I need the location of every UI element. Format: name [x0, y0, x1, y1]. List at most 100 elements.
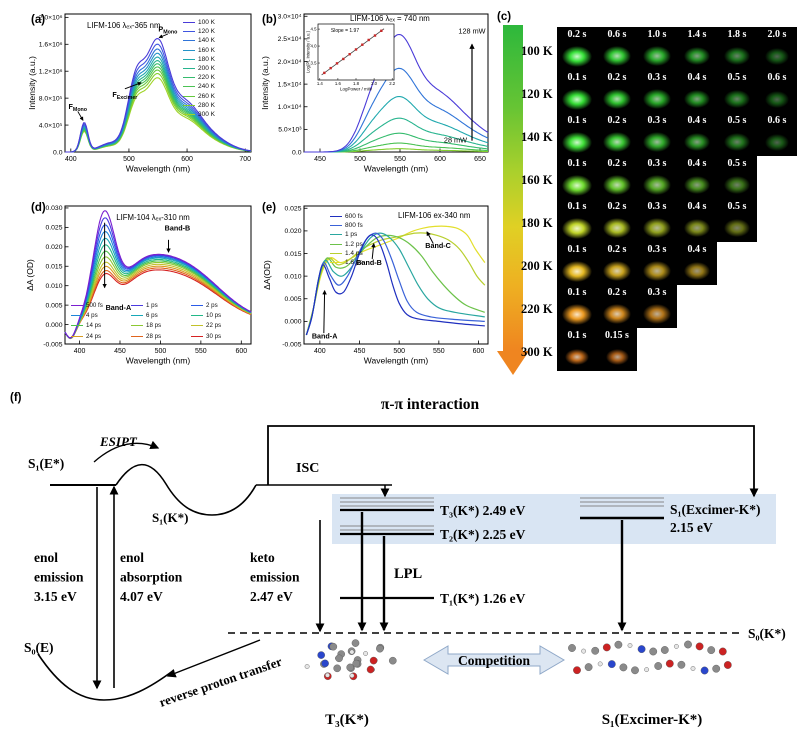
time-label: 0.1 s — [567, 158, 587, 169]
series-line — [64, 269, 252, 340]
afterglow-photo — [637, 128, 677, 156]
legend-label: 240 K — [198, 83, 215, 91]
legend-swatch — [183, 68, 195, 70]
enol-absorption-label: 4.07 eV — [120, 589, 163, 604]
glow-spot — [724, 47, 750, 65]
x-tick-label: 700 — [239, 156, 251, 163]
glow-spot — [765, 133, 789, 151]
y-tick-label: 0.010 — [284, 273, 301, 280]
afterglow-photo-strip — [557, 343, 637, 371]
series-lines — [305, 225, 486, 336]
legend-item: 180 K — [183, 55, 215, 64]
y-tick-label: 3.0×10⁴ — [278, 14, 302, 21]
x-axis: 400 450 500 550 600 — [314, 340, 485, 355]
legend-label: 1.6 ps — [345, 259, 363, 267]
series-line — [64, 256, 252, 339]
y-tick-label: -0.005 — [282, 341, 301, 348]
time-labels-strip: 0.1 s 0.15 s — [557, 328, 637, 343]
chart-a-svg: 400 500 600 700 0.0 4.0×10⁵ 8.0×10⁵ 1.2×10⁶ 1.6×… — [27, 13, 252, 174]
time-label: 0.4 s — [687, 158, 707, 169]
legend-swatch — [330, 262, 342, 264]
glow-spot — [643, 218, 671, 238]
inset-data-point — [329, 66, 332, 70]
legend-label: 2 ps — [206, 301, 218, 309]
annotation-label: Band-A — [106, 303, 132, 312]
s0e-label: S₀(E) — [24, 640, 54, 655]
x-tick-label: 550 — [195, 348, 207, 355]
legend-d: 500 fs 1 ps 2 ps 4 ps 6 ps 10 ps 14 ps 18 ps 22 … — [71, 300, 248, 342]
inset-x-tick: 1.4 — [317, 81, 324, 86]
excited-state-potential-curve — [115, 464, 257, 516]
legend-item: 1 ps — [330, 230, 363, 239]
inset-fit-line — [321, 28, 385, 76]
time-label: 0.3 s — [647, 201, 667, 212]
legend-swatch — [330, 243, 342, 245]
series-lines — [64, 210, 252, 340]
legend-item: 240 K — [183, 82, 215, 91]
legend-swatch — [183, 113, 195, 115]
time-label: 0.3 s — [647, 72, 667, 83]
afterglow-photo — [637, 257, 677, 285]
afterglow-photo-strip — [557, 257, 717, 285]
y-axis: -0.005 0.000 0.005 0.010 0.015 0.020 0.025 0.03… — [43, 205, 69, 348]
chart-d-svg: 400 450 500 550 600 -0.005 0.000 0.005 0.010 0.01… — [25, 205, 252, 366]
x-tick-label: 450 — [354, 348, 366, 355]
afterglow-photo — [717, 128, 757, 156]
inset-data-point — [335, 62, 339, 65]
afterglow-photo — [557, 171, 597, 199]
x-tick-label: 550 — [433, 348, 445, 355]
time-label: 1.8 s — [727, 29, 747, 40]
series-line — [65, 52, 252, 153]
isc-label: ISC — [296, 461, 319, 476]
plot-frame — [64, 205, 252, 345]
time-label: 0.2 s — [607, 201, 627, 212]
series-line — [64, 265, 252, 339]
temperature-label: 140 K — [521, 130, 553, 144]
panel-title: LIFM-104 λₑₓ-310 nm — [116, 213, 190, 222]
inset-x-tick: 2.0 — [371, 81, 378, 86]
glow-spot — [683, 132, 711, 152]
keto-emission-label: emission — [250, 570, 300, 585]
legend-item: 200 K — [183, 64, 215, 73]
x-tick-label: 600 — [473, 348, 485, 355]
panel-d-transient-absorption-104: (d) 400 450 500 550 600 -0.005 0.000 0.005 0.010… — [25, 196, 257, 386]
temperature-label: 300 K — [521, 345, 553, 359]
time-label: 0.5 s — [727, 115, 747, 126]
temperature-label: 220 K — [521, 302, 553, 316]
annotation-arrow — [322, 289, 327, 334]
afterglow-row: 160 K 0.1 s 0.2 s 0.3 s 0.4 s 0.5 s — [521, 156, 757, 199]
time-label: 0.3 s — [647, 244, 667, 255]
y-tick-label: 1.0×10⁴ — [278, 104, 302, 111]
afterglow-photo — [597, 128, 637, 156]
enol-emission-label: 3.15 eV — [34, 589, 77, 604]
glow-spot — [724, 176, 750, 194]
x-tick-label: 400 — [74, 348, 86, 355]
legend-swatch — [183, 104, 195, 106]
time-label: 1.0 s — [647, 29, 667, 40]
time-label: 0.3 s — [647, 115, 667, 126]
inset-y-tick: 4.5 — [311, 27, 318, 32]
temperature-label: 120 K — [521, 87, 553, 101]
ground-state-potential-curve — [37, 653, 175, 701]
legend-label: 100 K — [198, 19, 215, 27]
annotation-arrow — [426, 231, 434, 244]
y-axis: -0.005 0.000 0.005 0.010 0.015 0.020 0.025 — [282, 206, 308, 348]
legend-swatch — [330, 252, 342, 254]
svg-text:reverse proton transfer: reverse proton transfer — [157, 654, 284, 710]
panel-b-power-dependence: (b) 450 500 550 600 650 0.0 5.0×10³ 1.0×10⁴ 1.5×… — [258, 6, 494, 194]
time-label: 0.3 s — [647, 158, 667, 169]
legend-item: 6 ps — [131, 310, 188, 320]
afterglow-photo — [637, 300, 677, 328]
legend-swatch — [330, 225, 342, 227]
time-label: 0.2 s — [607, 287, 627, 298]
legend-item: 100 K — [183, 18, 215, 27]
series-line — [64, 210, 252, 339]
series-line — [65, 38, 252, 153]
afterglow-photo — [717, 214, 757, 242]
afterglow-photo — [677, 214, 717, 242]
legend-item: 24 ps — [71, 331, 128, 341]
pi-pi-interaction-label: π-π interaction — [381, 396, 480, 413]
panel-e-transient-absorption-106: (e) 400 450 500 550 600 -0.005 0.000 0.005 0.010… — [258, 196, 494, 386]
x-tick-label: 650 — [474, 156, 486, 163]
y-axis: 0.0 4.0×10⁵ 8.0×10⁵ 1.2×10⁶ 1.6×10⁶ 2.0×10⁶ — [39, 15, 69, 156]
